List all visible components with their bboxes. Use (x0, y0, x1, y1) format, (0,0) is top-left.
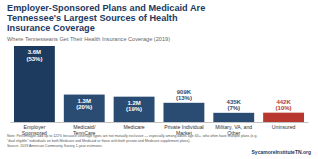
bar (163, 103, 204, 122)
title: Employer-Sponsored Plans and Medicaid Ar… (7, 3, 205, 33)
tick: Medicare (123, 122, 144, 130)
data-label: 1.3M(20%) (76, 98, 92, 111)
bar (114, 97, 155, 122)
data-label: 909K(13%) (176, 89, 192, 102)
bar (213, 113, 254, 122)
tick: Uninsured (272, 122, 296, 130)
bar (14, 46, 55, 122)
source: Source: 2019 American Community Survey 1… (7, 144, 102, 148)
data-labels: 3.6M(53%) 1.3M(20%) 1.2M(19%) 909K(13%) 435K… (26, 49, 291, 112)
data-label: 435K(7%) (227, 99, 242, 112)
data-label: 1.2M(19%) (126, 100, 142, 113)
credit: SycamoreInstituteTN.org (252, 149, 311, 155)
subtitle: Where Tennesseans Get Their Health Insur… (7, 36, 170, 42)
bar (64, 95, 105, 122)
bars (14, 46, 304, 122)
axis-line (11, 122, 309, 123)
tick-label: Uninsured (272, 124, 296, 130)
data-label: 3.6M(53%) (26, 49, 42, 62)
bar (263, 113, 304, 122)
note: "dual eligible" individuals on both Medi… (7, 139, 190, 143)
data-label: 442K(10%) (276, 99, 292, 112)
note: Note: Percentages add up to 122% because… (7, 134, 258, 138)
tick-label: Medicare (123, 124, 144, 130)
chart: Employer-Sponsored Plans and Medicaid Ar… (0, 0, 318, 159)
